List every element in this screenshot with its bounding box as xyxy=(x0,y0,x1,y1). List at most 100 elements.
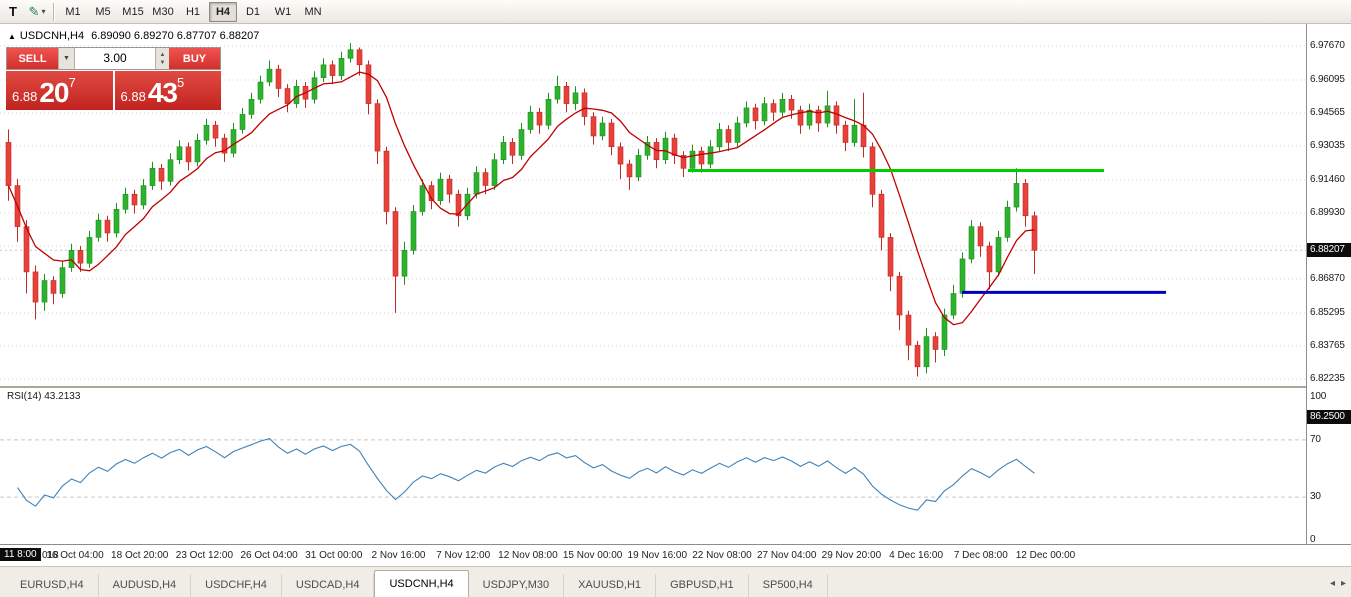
chart-symbol-label: USDCNH,H4 xyxy=(19,30,85,42)
buy-price-pips: 43 xyxy=(147,77,178,108)
tab-usdcad-h4[interactable]: USDCAD,H4 xyxy=(282,574,375,597)
candle-body xyxy=(680,155,687,169)
candles xyxy=(5,43,1038,377)
lot-spinner[interactable]: ▲ ▼ xyxy=(155,48,169,69)
timeframe-h4[interactable]: H4 xyxy=(209,1,237,22)
tab-usdjpy-m30[interactable]: USDJPY,M30 xyxy=(469,574,565,597)
chevron-down-icon: ▾ xyxy=(41,7,46,16)
tab-eurusd-h4[interactable]: EURUSD,H4 xyxy=(6,574,99,597)
price-axis-label: 6.82235 xyxy=(1310,373,1345,384)
candle-body xyxy=(824,105,831,124)
candle-body xyxy=(599,122,606,137)
candle-body xyxy=(275,68,282,89)
buy-button[interactable]: BUY xyxy=(169,48,220,69)
candle-body xyxy=(536,111,543,126)
tab-scroll-right-icon[interactable]: ▸ xyxy=(1340,578,1346,589)
buy-price-prefix: 6.88 xyxy=(120,89,146,104)
timeframe-w1[interactable]: W1 xyxy=(274,5,292,18)
candle-body xyxy=(1004,206,1011,238)
tab-usdchf-h4[interactable]: USDCHF,H4 xyxy=(191,574,282,597)
candle-body xyxy=(293,85,300,104)
spinner-up-icon[interactable]: ▲ xyxy=(159,51,166,58)
price-axis-label: 6.85295 xyxy=(1310,307,1345,318)
candle-body xyxy=(464,193,471,217)
candle-body xyxy=(473,172,480,195)
candle-body xyxy=(923,336,930,368)
timeframe-h1[interactable]: H1 xyxy=(185,5,201,18)
time-axis-badge: 11 8:00 xyxy=(0,548,41,561)
trade-panel-toggle-icon[interactable]: ▲ xyxy=(8,32,16,41)
price-axis-label: 6.96095 xyxy=(1310,74,1345,85)
candle-body xyxy=(851,124,858,143)
buy-price-display[interactable]: 6.88 43 5 xyxy=(114,71,221,110)
chart-ohlc-values: 6.89090 6.89270 6.87707 6.88207 xyxy=(91,30,260,42)
timeframe-m30[interactable]: M30 xyxy=(152,5,174,18)
rsi-line[interactable] xyxy=(17,437,1035,511)
candle-body xyxy=(158,168,165,182)
draw-tool-button[interactable]: ✎ ▾ xyxy=(26,1,48,23)
rsi-value-badge: 86.2500 xyxy=(1307,409,1351,424)
timeframe-m1[interactable]: M1 xyxy=(65,5,81,18)
candle-body xyxy=(77,250,84,264)
spinner-down-icon[interactable]: ▼ xyxy=(159,59,166,66)
timeframe-m15[interactable]: M15 xyxy=(122,5,144,18)
candle-body xyxy=(554,85,561,100)
time-axis-label: 18 Oct 20:00 xyxy=(111,550,169,561)
candle-body xyxy=(95,219,102,238)
candle-body xyxy=(113,209,120,234)
sell-price-pips: 20 xyxy=(39,77,69,108)
candle-body xyxy=(221,137,228,154)
candle-body xyxy=(212,124,219,139)
candle-body xyxy=(959,258,966,294)
candle-body xyxy=(761,103,768,122)
time-axis[interactable]: 11 8:00 018 16 Oct 04:00 18 Oct 20:00 23 O… xyxy=(0,544,1351,566)
one-click-trading-panel: SELL ▼ 3.00 ▲ ▼ BUY 6.88 20 7 6.88 43 5 xyxy=(6,47,221,110)
time-axis-partial-label: 018 xyxy=(42,550,59,561)
current-price-badge: 6.88207 xyxy=(1307,243,1351,258)
candle-body xyxy=(194,140,201,163)
lot-dropdown-button[interactable]: ▼ xyxy=(58,48,75,69)
candle-body xyxy=(590,116,597,137)
tab-usdcnh-h4[interactable]: USDCNH,H4 xyxy=(374,570,469,597)
chart-header: ▲ USDCNH,H4 6.89090 6.89270 6.87707 6.8820… xyxy=(8,30,259,42)
tab-audusd-h4[interactable]: AUDUSD,H4 xyxy=(99,574,192,597)
rsi-indicator-pane[interactable] xyxy=(0,388,1306,544)
candle-body xyxy=(725,129,732,143)
sell-price-display[interactable]: 6.88 20 7 xyxy=(6,71,113,110)
candle-body xyxy=(734,122,741,143)
timeframe-mn[interactable]: MN xyxy=(304,5,322,18)
candle-body xyxy=(284,88,291,104)
candle-body xyxy=(203,124,210,141)
price-axis[interactable]: 6.88207 86.2500 6.97670 6.96095 6.94565 6.9… xyxy=(1306,24,1351,545)
candle-body xyxy=(905,314,912,346)
ma-line[interactable] xyxy=(7,71,1035,326)
candle-body xyxy=(167,159,174,182)
candle-body xyxy=(779,99,786,113)
tab-xauusd-h1[interactable]: XAUUSD,H1 xyxy=(564,574,657,597)
candle-body xyxy=(842,124,849,143)
lot-size-input[interactable]: 3.00 xyxy=(75,48,155,69)
candle-body xyxy=(833,105,840,126)
tab-sp500-h4[interactable]: SP500,H4 xyxy=(749,574,828,597)
candle-body xyxy=(5,142,12,186)
candle-body xyxy=(743,107,750,124)
candle-body xyxy=(455,193,462,217)
text-tool-button[interactable]: T xyxy=(2,1,24,23)
candle-body xyxy=(338,57,345,76)
candle-body xyxy=(977,226,984,247)
candle-body xyxy=(635,155,642,178)
timeframe-group: M1 M5 M15 M30 H1 H4 D1 W1 MN xyxy=(59,1,329,22)
candle-body xyxy=(581,92,588,117)
candle-body xyxy=(320,64,327,78)
sell-button[interactable]: SELL xyxy=(7,48,58,69)
timeframe-m5[interactable]: M5 xyxy=(95,5,111,18)
price-axis-label: 6.83765 xyxy=(1310,340,1345,351)
trade-panel-prices: 6.88 20 7 6.88 43 5 xyxy=(6,71,221,110)
candle-body xyxy=(932,336,939,350)
candle-body xyxy=(950,293,957,316)
price-axis-label: 6.97670 xyxy=(1310,40,1345,51)
tab-scroll-left-icon[interactable]: ◂ xyxy=(1329,578,1335,589)
time-axis-label: 27 Nov 04:00 xyxy=(756,550,817,561)
tab-gbpusd-h1[interactable]: GBPUSD,H1 xyxy=(656,574,749,597)
timeframe-d1[interactable]: D1 xyxy=(245,5,261,18)
